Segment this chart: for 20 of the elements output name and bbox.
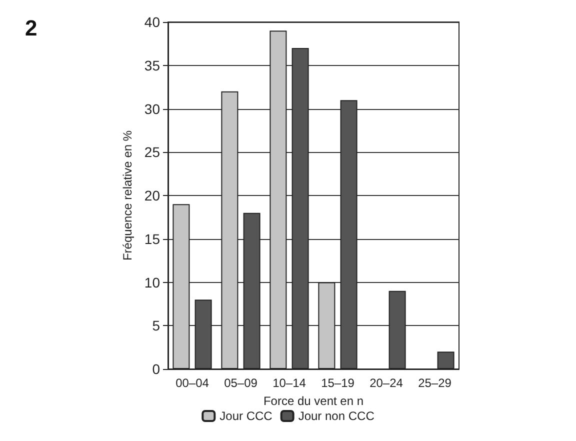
legend-label: Jour CCC xyxy=(220,409,273,423)
legend-label: Jour non CCC xyxy=(298,409,375,423)
x-tick-label: 20–24 xyxy=(370,376,404,390)
x-axis-title: Force du vent en n xyxy=(263,394,364,408)
y-tick-label: 20 xyxy=(144,188,160,204)
x-tick-label: 25–29 xyxy=(418,376,452,390)
y-tick-label: 25 xyxy=(144,144,160,160)
y-axis-title: Fréquence relative en % xyxy=(120,130,135,261)
y-tick-label: 5 xyxy=(152,318,160,334)
y-tick-label: 30 xyxy=(144,100,160,117)
y-tick-label: 40 xyxy=(144,14,160,30)
y-tick-label: 35 xyxy=(144,57,160,74)
chart-title: 2 xyxy=(25,16,38,40)
y-tick-label: 15 xyxy=(144,230,160,247)
x-tick-label: 00–04 xyxy=(176,376,210,390)
y-tick-label: 0 xyxy=(152,361,160,377)
x-tick-label: 10–14 xyxy=(272,376,306,390)
x-tick-label: 05–09 xyxy=(224,376,258,390)
y-tick-label: 10 xyxy=(144,274,160,290)
x-tick-label: 15–19 xyxy=(321,376,355,390)
